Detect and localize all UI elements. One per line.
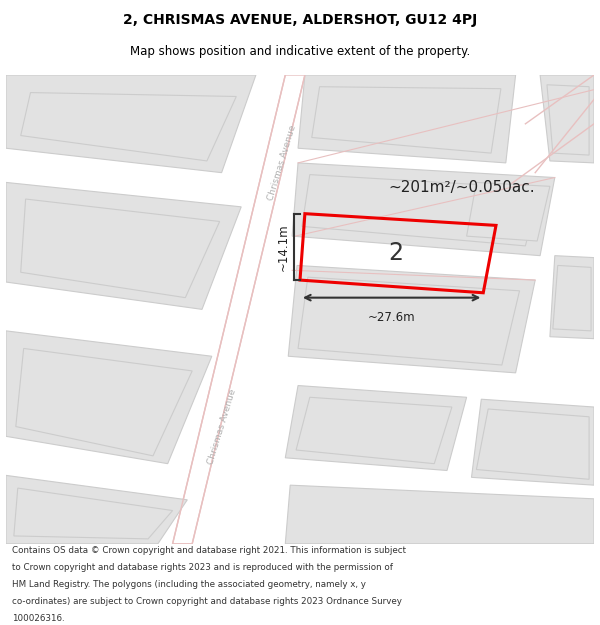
Polygon shape xyxy=(6,182,241,309)
Polygon shape xyxy=(540,75,594,163)
Polygon shape xyxy=(16,349,192,456)
Polygon shape xyxy=(472,399,594,485)
Text: Map shows position and indicative extent of the property.: Map shows position and indicative extent… xyxy=(130,45,470,58)
Text: ~27.6m: ~27.6m xyxy=(368,311,415,324)
Polygon shape xyxy=(21,92,236,161)
Polygon shape xyxy=(312,87,501,153)
Text: to Crown copyright and database rights 2023 and is reproduced with the permissio: to Crown copyright and database rights 2… xyxy=(12,562,393,572)
Polygon shape xyxy=(476,409,589,479)
Polygon shape xyxy=(292,163,555,256)
Polygon shape xyxy=(467,182,550,241)
Text: ~201m²/~0.050ac.: ~201m²/~0.050ac. xyxy=(388,180,535,195)
Text: Chrismas Avenue: Chrismas Avenue xyxy=(266,124,298,202)
Text: 2: 2 xyxy=(389,241,404,265)
Text: 100026316.: 100026316. xyxy=(12,614,65,623)
Text: 2, CHRISMAS AVENUE, ALDERSHOT, GU12 4PJ: 2, CHRISMAS AVENUE, ALDERSHOT, GU12 4PJ xyxy=(123,13,477,27)
Polygon shape xyxy=(547,85,589,155)
Polygon shape xyxy=(296,398,452,464)
Polygon shape xyxy=(6,476,187,544)
Text: Contains OS data © Crown copyright and database right 2021. This information is : Contains OS data © Crown copyright and d… xyxy=(12,546,406,554)
Polygon shape xyxy=(6,75,256,172)
Polygon shape xyxy=(286,386,467,471)
Polygon shape xyxy=(550,256,594,339)
Polygon shape xyxy=(6,331,212,464)
Polygon shape xyxy=(302,174,540,246)
Text: HM Land Registry. The polygons (including the associated geometry, namely x, y: HM Land Registry. The polygons (includin… xyxy=(12,580,366,589)
Polygon shape xyxy=(21,199,220,298)
Text: co-ordinates) are subject to Crown copyright and database rights 2023 Ordnance S: co-ordinates) are subject to Crown copyr… xyxy=(12,598,402,606)
Polygon shape xyxy=(14,488,173,539)
Polygon shape xyxy=(298,277,520,365)
Polygon shape xyxy=(286,485,594,544)
Text: Chrismas Avenue: Chrismas Avenue xyxy=(206,388,238,466)
Polygon shape xyxy=(553,266,591,331)
Text: ~14.1m: ~14.1m xyxy=(277,223,290,271)
Polygon shape xyxy=(298,75,515,163)
Polygon shape xyxy=(173,75,305,544)
Polygon shape xyxy=(288,266,535,373)
